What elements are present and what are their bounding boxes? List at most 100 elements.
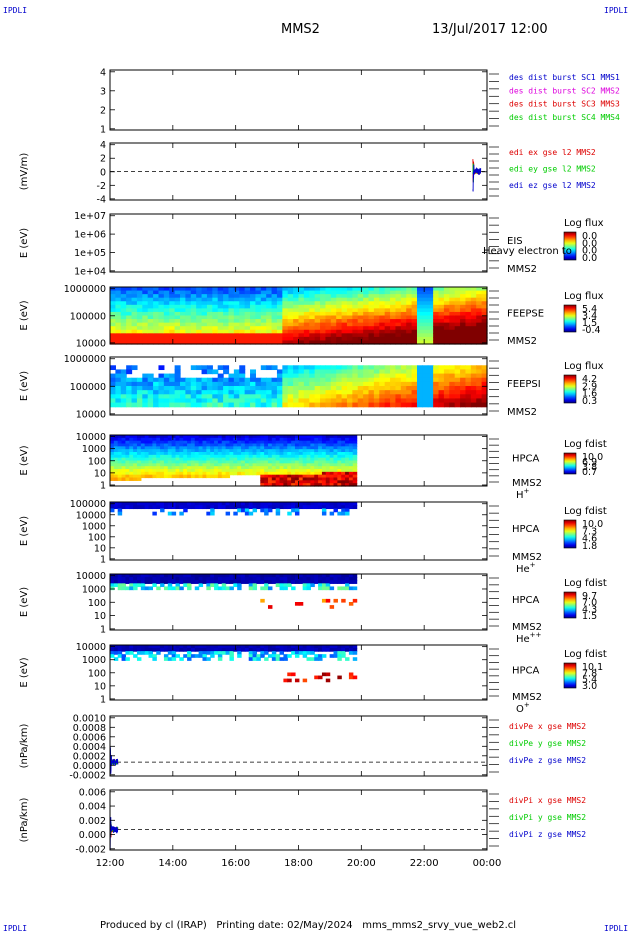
heatmap-cell [256,657,261,661]
heatmap-cell [267,648,273,652]
heatmap-cell [129,586,134,591]
heatmap-cell [275,580,281,584]
legend-entry: divPe z gse MMS2 [509,756,586,765]
heatmap-cell [306,657,311,661]
heatmap-cell [276,287,283,292]
heatmap-cell [271,580,277,584]
heatmap-cell [460,369,467,375]
heatmap-cell [233,454,238,459]
heatmap-cell [252,508,258,513]
heatmap-cell [400,373,407,379]
heatmap-cell [345,574,350,578]
heatmap-cell [194,449,200,453]
heatmap-cell [314,452,319,456]
heatmap-cell [190,440,196,445]
heatmap-cell [250,390,257,395]
heatmap-cell [153,329,160,334]
heatmap-cell [156,443,161,447]
heatmap-cell [163,502,169,506]
heatmap-cell [117,443,123,447]
heatmap-cell [115,386,122,391]
heatmap-cell [241,440,246,445]
heatmap-cell [395,336,402,342]
heatmap-cell [210,454,215,459]
heatmap-cell [237,508,242,513]
heatmap-cell [384,365,391,371]
heatmap-cell [140,583,146,588]
heatmap-cell [379,333,386,338]
heatmap-cell [427,402,434,408]
heatmap-cell [287,326,294,331]
heatmap-cell [260,648,265,652]
heatmap-cell [221,446,227,450]
heatmap-cell [117,437,123,442]
heatmap-cell [183,505,188,510]
heatmap-cell [293,390,300,395]
heatmap-cell [131,322,138,327]
heatmap-cell [390,308,397,313]
heatmap-cell [395,340,402,345]
heatmap-cell [214,437,219,442]
heatmap-cell [131,377,138,383]
heatmap-cell [129,474,134,479]
heatmap-cell [282,336,289,342]
heatmap-cell [283,452,288,456]
heatmap-cell [283,446,288,450]
heatmap-cell [337,648,342,652]
heatmap-cell [260,297,267,302]
heatmap-cell [260,377,267,383]
heatmap-cell [336,377,343,383]
heatmap-cell [298,443,304,447]
heatmap-cell [306,574,311,578]
heatmap-cell [481,290,488,295]
heatmap-cell [271,301,278,306]
heatmap-cell [287,340,294,345]
heatmap-cell [147,319,154,324]
heatmap-cell [282,373,289,379]
heatmap-cell [264,477,269,481]
y-tick-label: -4 [97,194,106,205]
heatmap-cell [294,443,300,447]
heatmap-cell [163,446,169,450]
heatmap-cell [136,505,142,510]
heatmap-cell [233,386,240,391]
heatmap-cell [294,469,300,473]
heatmap-cell [136,315,143,320]
heatmap-cell [291,454,296,459]
heatmap-cell [302,483,308,487]
heatmap-cell [228,402,235,408]
heatmap-cell [142,308,149,313]
heatmap-cell [368,398,375,404]
heatmap-cell [115,390,122,395]
heatmap-cell [271,471,277,476]
heatmap-cell [341,437,346,442]
heatmap-cell [167,469,173,473]
x-tick-label: 18:00 [284,858,313,869]
heatmap-cell [252,654,258,658]
heatmap-cell [250,333,257,338]
heatmap-cell [210,460,215,464]
heatmap-cell [147,333,154,338]
heatmap-cell [266,340,273,345]
heatmap-cell [379,365,386,371]
heatmap-cell [337,675,342,680]
heatmap-cell [239,373,246,379]
heatmap-cell [341,333,348,338]
heatmap-cell [481,394,488,400]
heatmap-cell [131,319,138,324]
heatmap-cell [156,437,161,442]
heatmap-cell [225,577,231,581]
heatmap-cell [190,290,197,295]
heatmap-cell [310,446,315,450]
heatmap-cell [148,435,153,439]
colorbar [563,231,577,261]
heatmap-cell [476,373,483,379]
heatmap-cell [373,365,380,371]
heatmap-cell [113,460,119,464]
heatmap-cell [169,319,176,324]
heatmap-cell [306,437,311,442]
heatmap-cell [110,297,116,302]
heatmap-cell [411,369,418,375]
heatmap-cell [333,449,338,453]
heatmap-cell [416,301,423,306]
